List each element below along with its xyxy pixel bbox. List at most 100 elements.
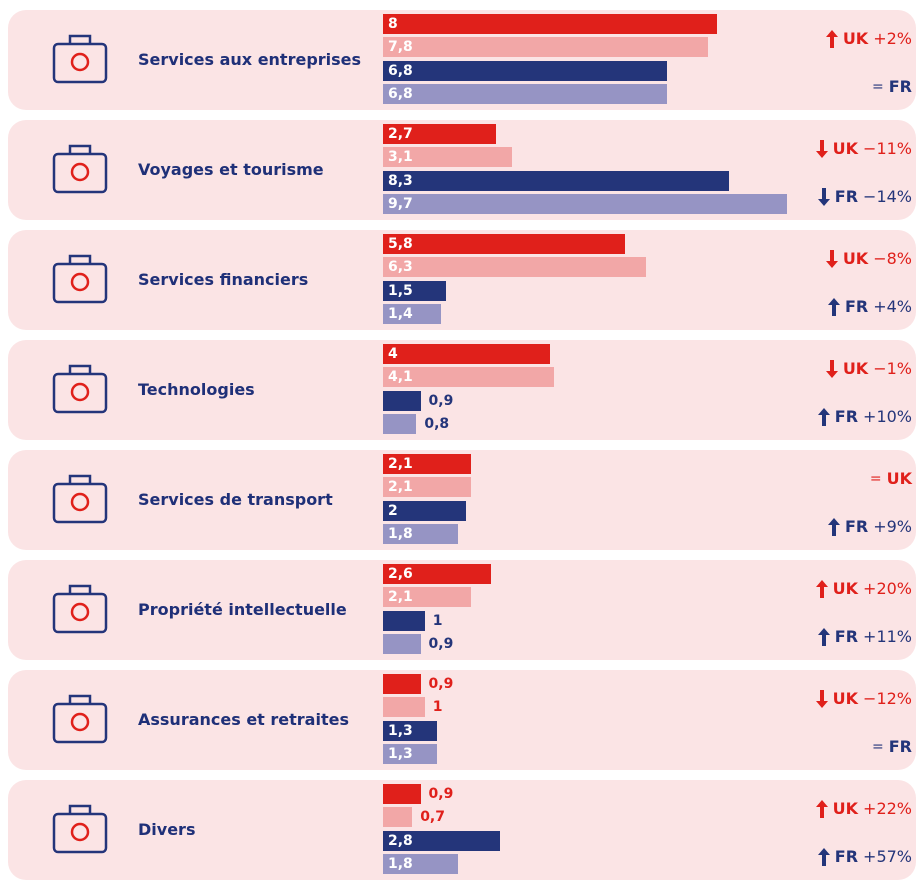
value-label: 0,7 <box>420 809 445 825</box>
trend-arrow <box>825 250 838 268</box>
bar <box>383 281 446 301</box>
bar <box>383 391 421 411</box>
bar <box>383 257 646 277</box>
value-label: 0,8 <box>424 416 450 432</box>
bar <box>383 171 730 191</box>
country-label: UK <box>832 689 859 708</box>
trend-arrow <box>817 628 830 646</box>
change: −14% <box>863 187 912 206</box>
equal-sign: = <box>869 471 882 487</box>
trend: UK +22% <box>815 798 912 820</box>
trend: UK −11% <box>815 138 912 160</box>
value-label: 1,8 <box>388 526 413 542</box>
bar <box>383 784 421 804</box>
category-icon <box>52 364 108 414</box>
category-icon <box>52 254 108 304</box>
trend-arrow <box>817 188 830 206</box>
value-label: 4,1 <box>388 369 413 385</box>
category-icon <box>52 34 108 84</box>
bar <box>383 854 459 874</box>
bar <box>383 37 709 57</box>
change: +20% <box>863 579 912 598</box>
value-label: 3,1 <box>388 149 413 165</box>
trend: = UK <box>870 468 912 490</box>
equal-sign: = <box>872 739 884 755</box>
value-label: 2,6 <box>388 566 413 582</box>
country-label: FR <box>888 77 912 96</box>
value-label: 0,9 <box>428 676 454 692</box>
value-label: 1,5 <box>388 283 413 299</box>
value-label: 1 <box>432 699 443 715</box>
category-label: Technologies <box>138 380 255 399</box>
trend: UK −8% <box>825 248 912 270</box>
trend-arrow <box>817 408 830 426</box>
trend: FR +57% <box>817 846 912 868</box>
trend-arrow <box>815 690 828 708</box>
value-label: 6,8 <box>388 63 413 79</box>
country-label: UK <box>832 579 859 598</box>
trend: UK +20% <box>815 578 912 600</box>
value-label: 2,1 <box>388 589 413 605</box>
bar <box>383 477 471 497</box>
change: +2% <box>873 29 912 48</box>
country-label: FR <box>844 297 869 316</box>
category-icon <box>52 474 108 524</box>
category-label: Propriété intellectuelle <box>138 600 347 619</box>
trend: = FR <box>872 76 912 98</box>
bar <box>383 564 492 584</box>
trend-arrow <box>815 800 828 818</box>
change: +9% <box>873 517 912 536</box>
country-label: UK <box>842 359 869 378</box>
category-label: Assurances et retraites <box>138 710 349 729</box>
trend-arrow <box>825 30 838 48</box>
trend: FR +9% <box>827 516 912 538</box>
value-label: 2 <box>388 503 398 519</box>
value-label: 0,9 <box>428 393 454 409</box>
bar <box>383 501 467 521</box>
value-label: 0,9 <box>428 636 454 652</box>
bar <box>383 524 459 544</box>
bar <box>383 344 550 364</box>
value-label: 8,3 <box>388 173 413 189</box>
value-label: 1,8 <box>388 856 413 872</box>
country-label: UK <box>886 469 912 488</box>
category-label: Services aux entreprises <box>138 50 362 69</box>
category-icon <box>52 144 108 194</box>
bar <box>383 611 425 631</box>
value-label: 0,9 <box>428 786 454 802</box>
bar <box>383 721 438 741</box>
value-label: 1,4 <box>388 306 413 322</box>
trend: = FR <box>872 736 912 758</box>
value-label: 1,3 <box>388 746 413 762</box>
bar <box>383 304 442 324</box>
trend: UK +2% <box>825 28 912 50</box>
value-label: 7,8 <box>388 39 413 55</box>
trend: FR +11% <box>817 626 912 648</box>
bar <box>383 194 788 214</box>
category-label: Divers <box>138 820 196 839</box>
country-label: FR <box>844 517 869 536</box>
bar <box>383 14 717 34</box>
category-label: Services de transport <box>138 490 333 509</box>
country-label: FR <box>834 407 859 426</box>
value-label: 2,1 <box>388 479 413 495</box>
value-label: 2,1 <box>388 456 413 472</box>
change: +4% <box>873 297 912 316</box>
change: −12% <box>863 689 912 708</box>
country-label: UK <box>832 799 859 818</box>
value-label: 4 <box>388 346 398 362</box>
bar <box>383 124 496 144</box>
bar <box>383 831 500 851</box>
trend-arrow <box>827 518 840 536</box>
category-row: Divers <box>8 780 916 880</box>
change: −11% <box>863 139 912 158</box>
trend-arrow <box>825 360 838 378</box>
category-icon <box>52 584 108 634</box>
bar <box>383 454 471 474</box>
bar <box>383 234 625 254</box>
trend: UK −12% <box>815 688 912 710</box>
change: +10% <box>863 407 912 426</box>
bar <box>383 367 554 387</box>
bar <box>383 147 513 167</box>
